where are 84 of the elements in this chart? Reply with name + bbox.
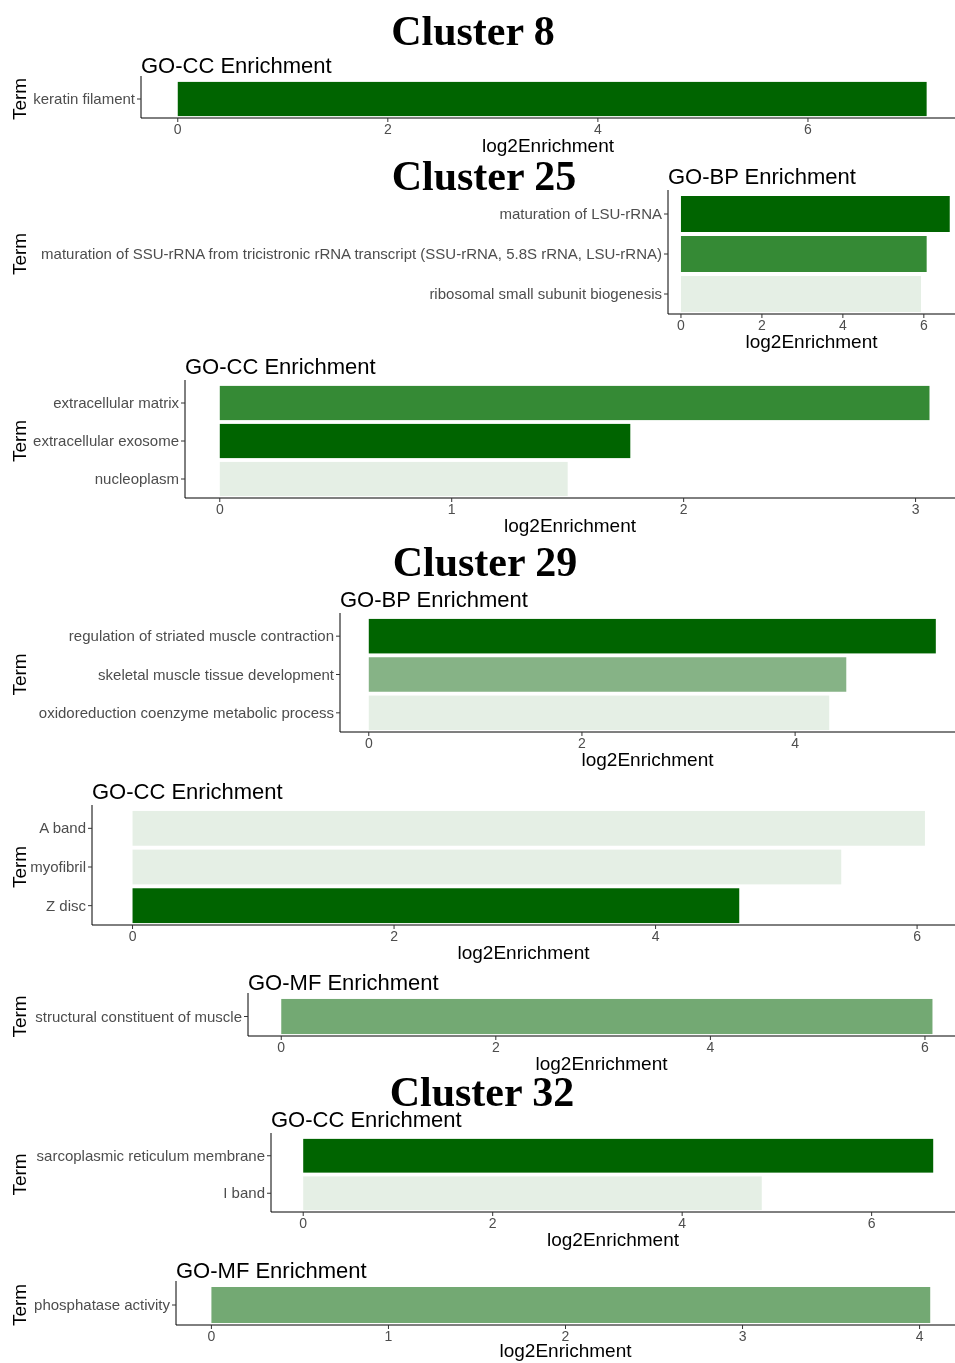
y-tick-label: A band [39,819,86,837]
x-tick-label: 2 [679,501,688,517]
bar [368,657,847,692]
x-tick-label: 0 [207,1328,216,1344]
y-tick-label: phosphatase activity [34,1296,171,1313]
y-tick-label: skeletal muscle tissue development [98,665,335,683]
x-axis-title: log2Enrichment [745,331,879,352]
x-axis-title: log2Enrichment [546,1229,680,1250]
x-axis-title: log2Enrichment [581,749,715,770]
bar [368,695,830,731]
bar [680,276,921,312]
y-axis-title: Term [9,1153,30,1196]
y-axis-title: Term [9,845,30,889]
x-tick-label: 2 [578,735,587,751]
bar [680,196,950,232]
x-tick-label: 4 [678,1215,687,1231]
y-tick-label: oxidoreduction coenzyme metabolic process [38,703,334,721]
x-tick-label: 2 [383,121,392,137]
x-tick-label: 2 [758,317,767,333]
x-tick-label: 0 [277,1039,286,1055]
x-tick-label: 2 [488,1215,497,1231]
y-tick-label: regulation of striated muscle contraction [68,627,334,645]
y-axis-title: Term [9,995,30,1038]
y-tick-label: extracellular exosome [33,432,179,449]
bar [132,888,740,924]
bar [132,849,842,885]
y-axis-title: Term [9,419,30,463]
chart-subtitle: GO-BP Enrichment [340,587,528,612]
x-tick-label: 0 [299,1215,308,1231]
chart-subtitle: GO-CC Enrichment [271,1107,462,1132]
bar [219,385,930,421]
y-tick-label: sarcoplasmic reticulum membrane [36,1146,265,1164]
x-tick-label: 0 [364,735,373,751]
y-tick-label: maturation of LSU-rRNA [499,205,662,222]
x-tick-label: 6 [921,1039,930,1055]
y-tick-label: I band [223,1184,265,1202]
bar [680,236,927,272]
x-tick-label: 2 [390,928,399,944]
bar [219,423,631,459]
x-tick-label: 4 [651,928,660,944]
x-tick-label: 3 [911,501,920,517]
chart-subtitle: GO-CC Enrichment [185,354,376,379]
y-tick-label: structural constituent of muscle [35,1007,242,1025]
y-tick-label: ribosomal small subunit biogenesis [429,285,662,302]
x-tick-label: 1 [384,1328,393,1344]
y-axis-title: Term [9,77,30,121]
y-tick-label: maturation of SSU-rRNA from tricistronic rRNA transcript (SSU-rRNA, 5.8S rRNA, LSU-rRNA) [41,245,662,262]
chart-subtitle: GO-CC Enrichment [92,779,283,804]
y-tick-label: extracellular matrix [53,394,180,411]
bar [219,461,568,497]
x-tick-label: 4 [838,317,847,333]
x-tick-label: 6 [867,1215,876,1231]
x-tick-label: 3 [738,1328,747,1344]
x-tick-label: 4 [791,735,800,751]
x-tick-label: 1 [447,501,456,517]
bar [368,618,936,654]
x-tick-label: 6 [804,121,813,137]
x-tick-label: 4 [706,1039,715,1055]
y-tick-label: keratin filament [33,90,136,107]
chart-subtitle: GO-MF Enrichment [176,1258,367,1283]
x-tick-label: 0 [215,501,224,517]
chart-title: Cluster 8 [391,8,555,54]
x-tick-label: 4 [593,121,602,137]
x-tick-label: 0 [173,121,182,137]
x-axis-title: log2Enrichment [503,515,637,536]
x-tick-label: 4 [915,1328,924,1344]
chart-subtitle: GO-MF Enrichment [248,970,439,995]
bar [132,810,925,846]
y-tick-label: nucleoplasm [94,470,179,487]
x-tick-label: 6 [919,317,928,333]
x-tick-label: 0 [677,317,686,333]
y-tick-label: Z disc [45,896,87,914]
x-tick-label: 6 [913,928,922,944]
chart-subtitle: GO-BP Enrichment [668,164,856,189]
y-axis-title: Term [9,1283,30,1327]
x-axis-title: log2Enrichment [481,135,615,156]
y-tick-label: myofibril [30,858,86,875]
y-axis-title: Term [9,653,30,696]
chart-subtitle: GO-CC Enrichment [141,53,332,78]
x-axis-title: log2Enrichment [457,942,591,963]
chart-title: Cluster 29 [392,539,578,585]
y-axis-title: Term [9,232,30,276]
x-tick-label: 0 [128,928,137,944]
x-tick-label: 2 [491,1039,500,1055]
